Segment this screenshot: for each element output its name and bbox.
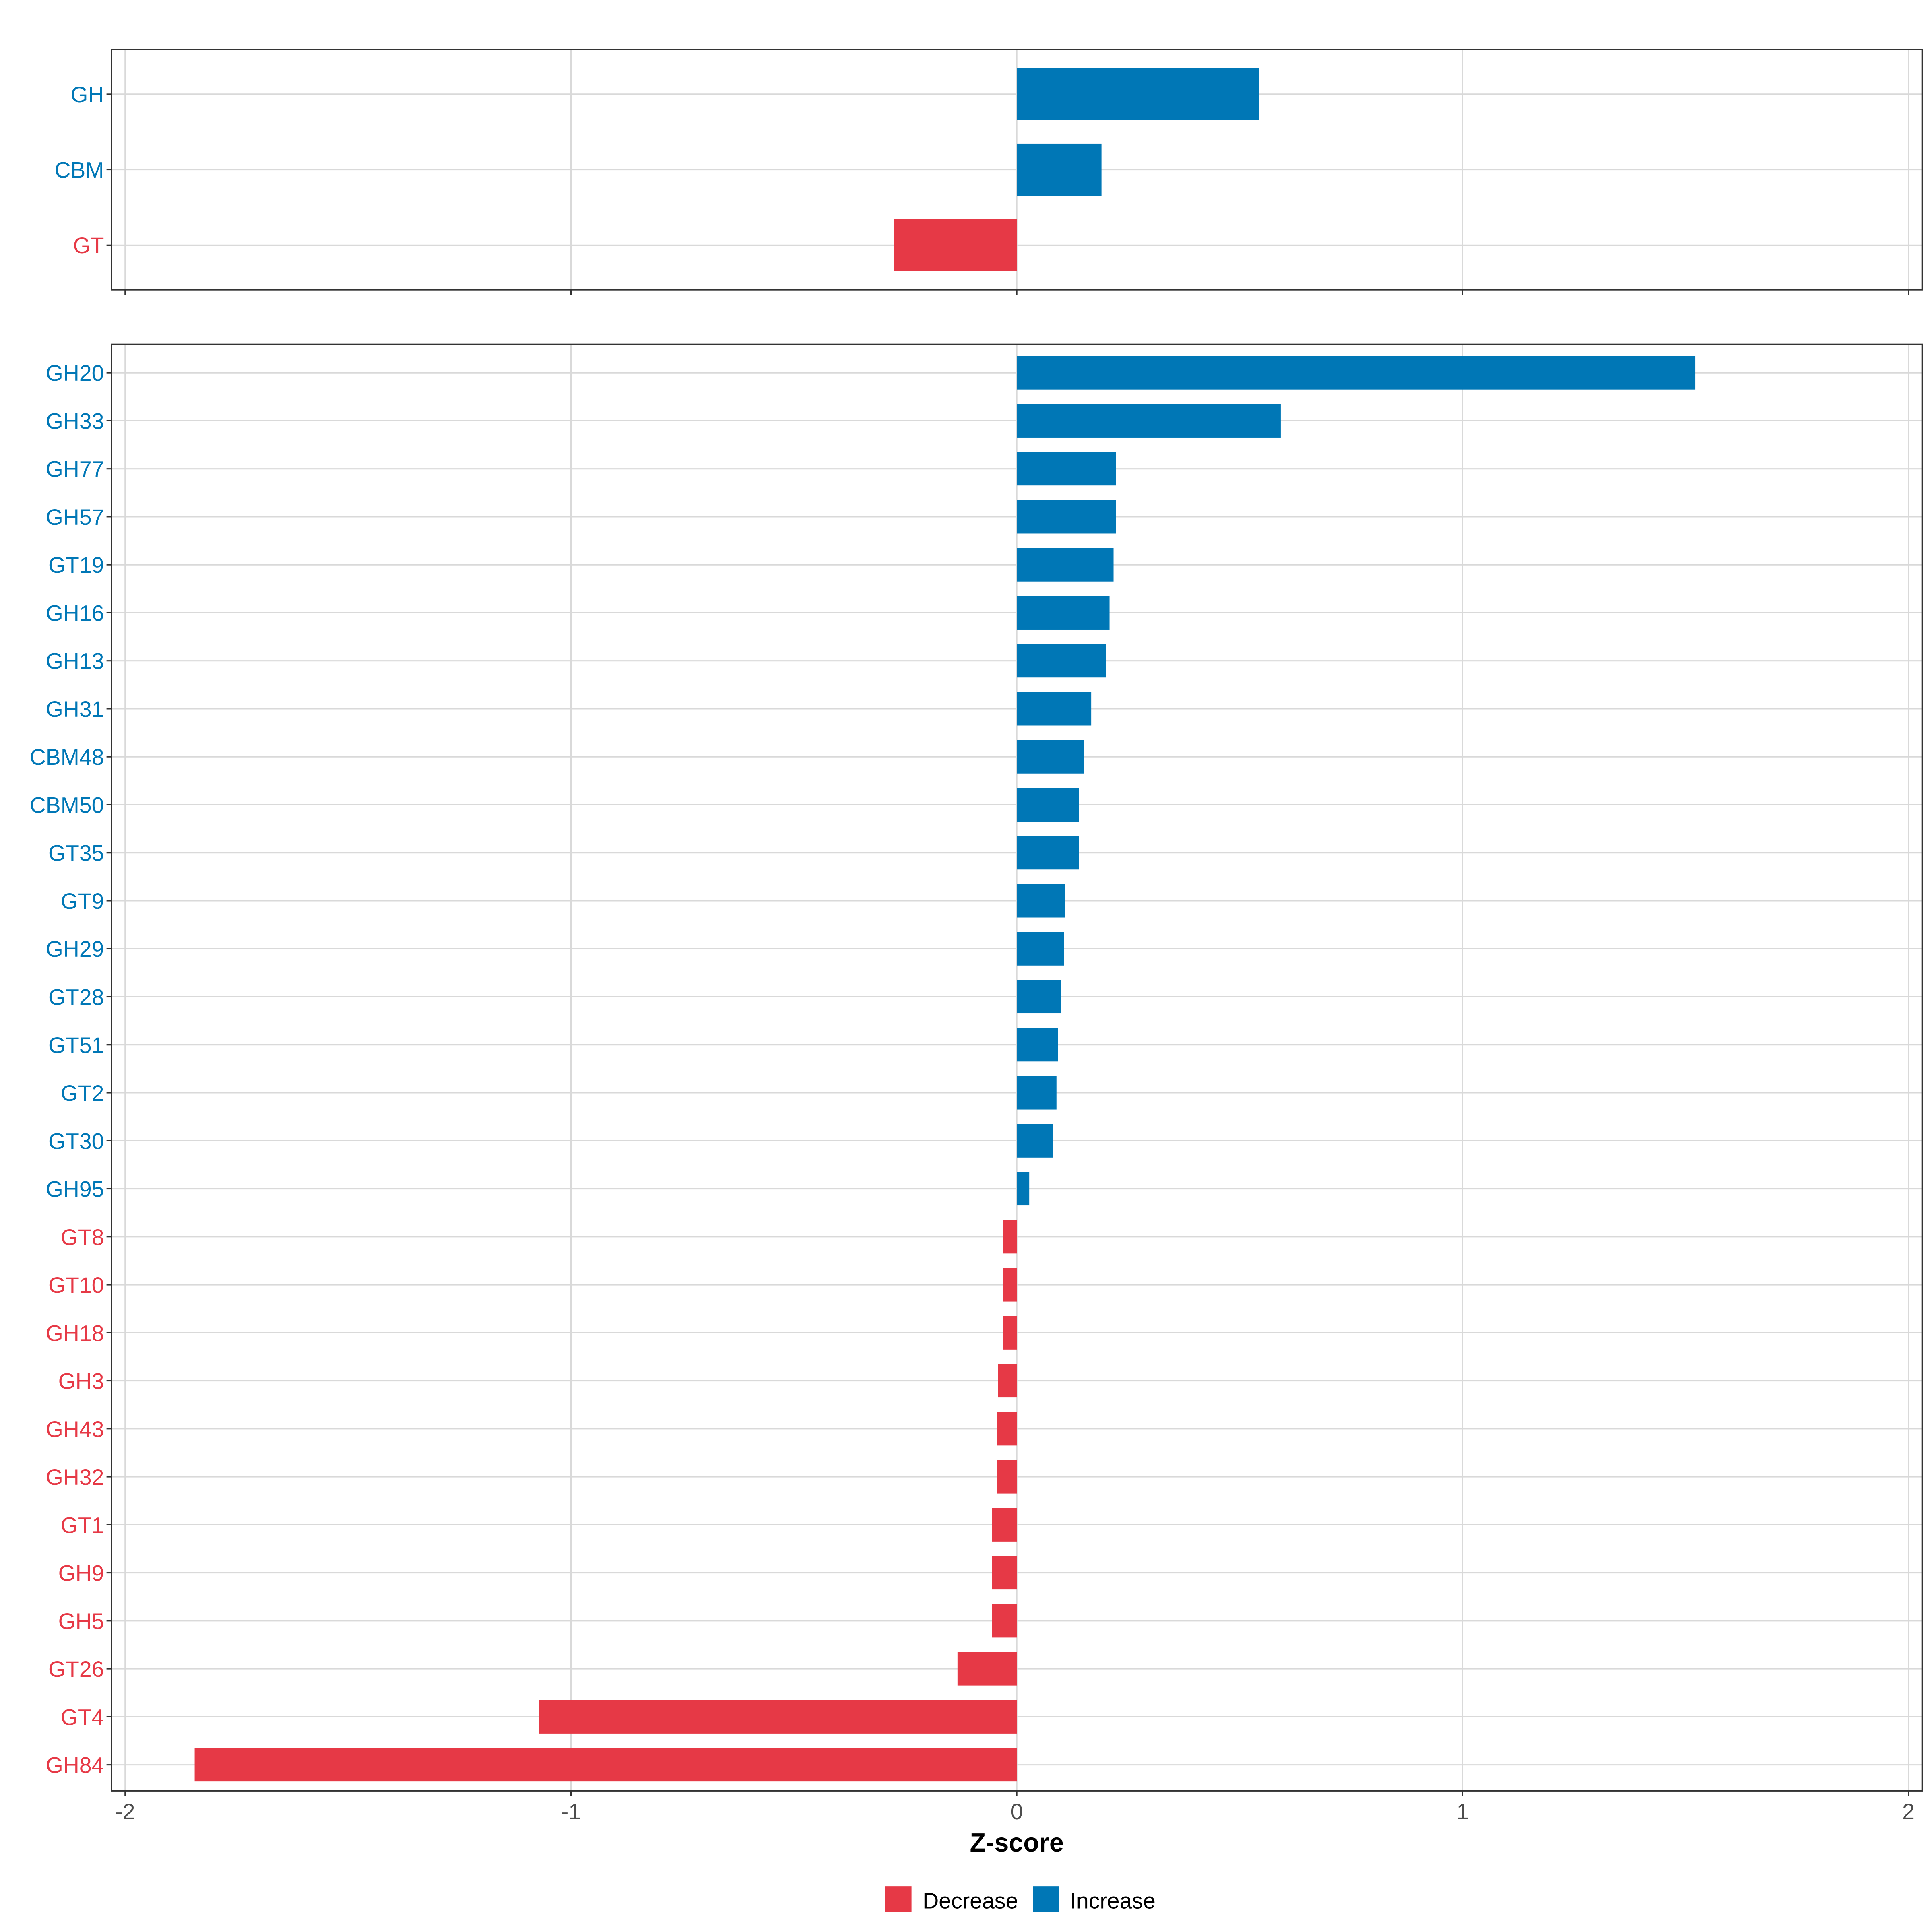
bar-gh3 (998, 1364, 1017, 1398)
bar-gh84 (194, 1748, 1017, 1782)
bar-cbm50 (1017, 788, 1079, 822)
bar-cbm48 (1017, 740, 1084, 774)
legend-label-increase: Increase (1070, 1889, 1155, 1913)
category-label-gt10: GT10 (48, 1273, 104, 1298)
category-label-cbm50: CBM50 (30, 793, 104, 817)
category-label-gt: GT (73, 233, 104, 258)
category-label-gt2: GT2 (61, 1081, 104, 1106)
legend-swatch-increase (1033, 1886, 1059, 1912)
bar-gt35 (1017, 836, 1079, 870)
bar-gh13 (1017, 644, 1106, 678)
x-axis-title: Z-score (970, 1828, 1063, 1857)
x-tick-label: -2 (115, 1799, 135, 1824)
bar-gh43 (997, 1412, 1017, 1446)
legend-label-decrease: Decrease (923, 1889, 1018, 1913)
bar-gh5 (992, 1604, 1017, 1638)
bar-gh95 (1017, 1172, 1030, 1206)
x-tick-label: 2 (1902, 1799, 1915, 1824)
category-label-gh77: GH77 (46, 457, 104, 482)
bar-gt26 (957, 1652, 1017, 1686)
bottom-panel: GH20GH33GH77GH57GT19GH16GH13GH31CBM48CBM… (30, 343, 1923, 1824)
bar-gh33 (1017, 404, 1281, 438)
category-label-gh13: GH13 (46, 649, 104, 674)
category-label-gh5: GH5 (58, 1609, 104, 1634)
bar-gh57 (1017, 500, 1116, 534)
legend: Decrease Increase (886, 1886, 1156, 1913)
bar-gt30 (1017, 1124, 1053, 1158)
category-label-gh57: GH57 (46, 505, 104, 530)
category-label-cbm: CBM (54, 158, 104, 183)
category-label-gt1: GT1 (61, 1513, 104, 1538)
category-label-gh16: GH16 (46, 601, 104, 625)
bar-gh31 (1017, 692, 1092, 726)
bar-gh32 (997, 1460, 1017, 1494)
bar-gt51 (1017, 1028, 1058, 1062)
category-label-gh32: GH32 (46, 1465, 104, 1490)
category-label-gh33: GH33 (46, 409, 104, 433)
category-label-gh20: GH20 (46, 361, 104, 386)
bar-gt10 (1003, 1268, 1017, 1302)
category-label-gt26: GT26 (48, 1657, 104, 1682)
bar-gh16 (1017, 596, 1110, 630)
category-label-gh3: GH3 (58, 1369, 104, 1394)
bar-gt4 (539, 1700, 1017, 1734)
bar-gt28 (1017, 980, 1061, 1014)
bar-gt19 (1017, 548, 1114, 582)
category-label-gt51: GT51 (48, 1033, 104, 1058)
category-label-gt9: GT9 (61, 889, 104, 914)
bar-gt1 (992, 1508, 1017, 1542)
x-tick-label: 1 (1456, 1799, 1469, 1824)
bar-gh9 (992, 1556, 1017, 1590)
category-label-gh31: GH31 (46, 697, 104, 722)
bar-gh20 (1017, 356, 1696, 390)
bar-gt8 (1003, 1220, 1017, 1254)
bar-gh18 (1003, 1316, 1017, 1350)
bar-gt (894, 219, 1017, 271)
category-label-gh29: GH29 (46, 937, 104, 962)
bar-cbm (1017, 143, 1102, 196)
bar-gh77 (1017, 452, 1116, 486)
bar-gh (1017, 68, 1259, 120)
bar-gt9 (1017, 884, 1065, 918)
legend-swatch-decrease (886, 1886, 912, 1912)
category-label-gh95: GH95 (46, 1177, 104, 1202)
category-label-gt35: GT35 (48, 841, 104, 866)
category-label-gh9: GH9 (58, 1561, 104, 1586)
category-label-gh18: GH18 (46, 1321, 104, 1346)
category-label-gt28: GT28 (48, 985, 104, 1009)
category-label-gh43: GH43 (46, 1417, 104, 1442)
top-panel: GH CBM GT (54, 49, 1923, 295)
bar-gt2 (1017, 1076, 1057, 1110)
bar-gh29 (1017, 932, 1064, 966)
category-label-gt19: GT19 (48, 553, 104, 578)
category-label-gt30: GT30 (48, 1129, 104, 1154)
x-tick-label: 0 (1011, 1799, 1023, 1824)
category-label-gt8: GT8 (61, 1225, 104, 1250)
category-label-gh84: GH84 (46, 1753, 104, 1778)
category-label-cbm48: CBM48 (30, 745, 104, 770)
category-label-gh: GH (70, 82, 104, 107)
x-tick-label: -1 (561, 1799, 581, 1824)
category-label-gt4: GT4 (61, 1705, 104, 1730)
